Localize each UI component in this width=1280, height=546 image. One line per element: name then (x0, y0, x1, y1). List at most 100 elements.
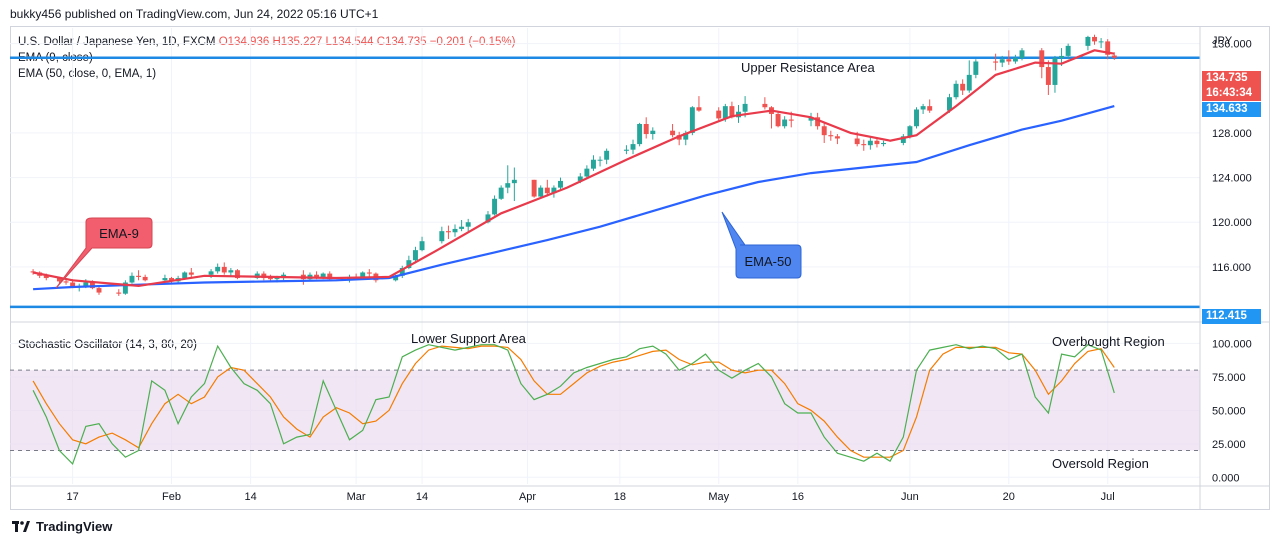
candle-body (716, 110, 722, 119)
candle-body (169, 278, 174, 282)
candle (993, 53, 999, 71)
candle-body (867, 140, 873, 146)
ohlc-high: H135.227 (272, 36, 323, 48)
candle (412, 246, 418, 264)
candle (676, 131, 682, 146)
ema50-callout-text: EMA-50 (745, 254, 792, 269)
ema50-legend[interactable]: EMA (50, close, 0, EMA, 1) (18, 68, 157, 80)
candle-body (854, 138, 860, 145)
candle-body (83, 282, 89, 286)
candle (366, 269, 372, 277)
candle (1085, 35, 1091, 51)
candle-body (821, 126, 827, 136)
candle-body (234, 270, 240, 279)
candle-body (492, 198, 498, 215)
candle-body (459, 226, 465, 229)
price-tick-label: 120.000 (1212, 217, 1252, 229)
candle (670, 124, 676, 138)
ema50-callout: EMA-50 (721, 211, 802, 279)
candle-body (650, 130, 656, 135)
candle-body (696, 107, 702, 111)
candle-body (1065, 45, 1071, 56)
candle (492, 195, 498, 216)
tradingview-logo[interactable]: TradingView (12, 519, 112, 534)
symbol-label: U.S. Dollar / Japanese Yen, 1D, FXCM (18, 36, 216, 48)
candle (966, 60, 972, 93)
candle-body (637, 124, 643, 145)
candle (419, 236, 425, 252)
candle-body (399, 268, 405, 276)
candle-body (129, 275, 135, 283)
candle-body (577, 176, 583, 181)
candle-body (828, 135, 834, 137)
candle-body (907, 126, 913, 137)
candle-body (122, 282, 128, 294)
candle-body (366, 272, 372, 274)
candle (1019, 48, 1025, 61)
candle-body (999, 59, 1005, 63)
candle-body (597, 159, 603, 161)
candle (1098, 38, 1104, 49)
candle (815, 112, 821, 130)
stoch-tick-label: 75.000 (1212, 372, 1246, 384)
candle (307, 272, 313, 281)
candle-body (630, 144, 636, 150)
candle-body (881, 142, 887, 145)
candle (960, 79, 966, 95)
candle (881, 140, 887, 147)
candle (452, 224, 458, 237)
candle (228, 268, 234, 276)
candle-body (1006, 59, 1012, 62)
candle-body (782, 119, 788, 127)
candle-body (96, 288, 102, 293)
overbought-label: Overbought Region (1052, 334, 1165, 349)
candle (597, 156, 603, 167)
candle (914, 107, 919, 129)
candle-body (1045, 67, 1051, 85)
candle-body (960, 83, 966, 91)
ohlc-close: C134.735 (376, 36, 427, 48)
candle (445, 225, 451, 239)
candle (221, 262, 227, 275)
candle-body (861, 144, 867, 146)
candle (1045, 60, 1051, 95)
candle-body (215, 266, 221, 272)
candle (623, 145, 629, 155)
candle-body (689, 107, 695, 133)
candle-body (274, 278, 280, 280)
tradingview-logo-icon (12, 520, 30, 532)
time-tick-label: 14 (245, 491, 257, 503)
candle-body (623, 149, 629, 151)
candle-body (419, 241, 425, 251)
time-tick-label: 16 (792, 491, 804, 503)
candle (531, 179, 537, 198)
candle-body (314, 274, 320, 277)
stoch-d-line (32, 345, 1115, 458)
price-tick-label: 136.000 (1212, 39, 1252, 51)
candle-body (531, 179, 537, 197)
candle-body (182, 272, 188, 279)
candle-body (188, 272, 194, 275)
candle (439, 226, 445, 244)
stoch-legend[interactable]: Stochastic Oscillator (14, 3, 80, 20) (18, 339, 197, 351)
candle (30, 269, 36, 275)
candle (643, 117, 649, 139)
candle-body (267, 278, 273, 280)
chart-frame (10, 26, 1270, 510)
legend-symbol-row: U.S. Dollar / Japanese Yen, 1D, FXCM O13… (18, 36, 515, 48)
candle (1065, 43, 1071, 60)
candle (511, 167, 517, 202)
upper-resistance-label: Upper Resistance Area (741, 60, 875, 75)
candle (834, 134, 840, 145)
candle (637, 122, 643, 147)
candle-body (993, 61, 999, 63)
support-price-value: 112.415 (1206, 310, 1247, 322)
candle-body (327, 273, 333, 280)
candle-body (116, 292, 122, 294)
candle-body (1012, 58, 1018, 62)
candle (505, 165, 511, 194)
candle-body (920, 106, 926, 110)
candle (999, 55, 1005, 68)
oversold-label: Oversold Region (1052, 456, 1149, 471)
